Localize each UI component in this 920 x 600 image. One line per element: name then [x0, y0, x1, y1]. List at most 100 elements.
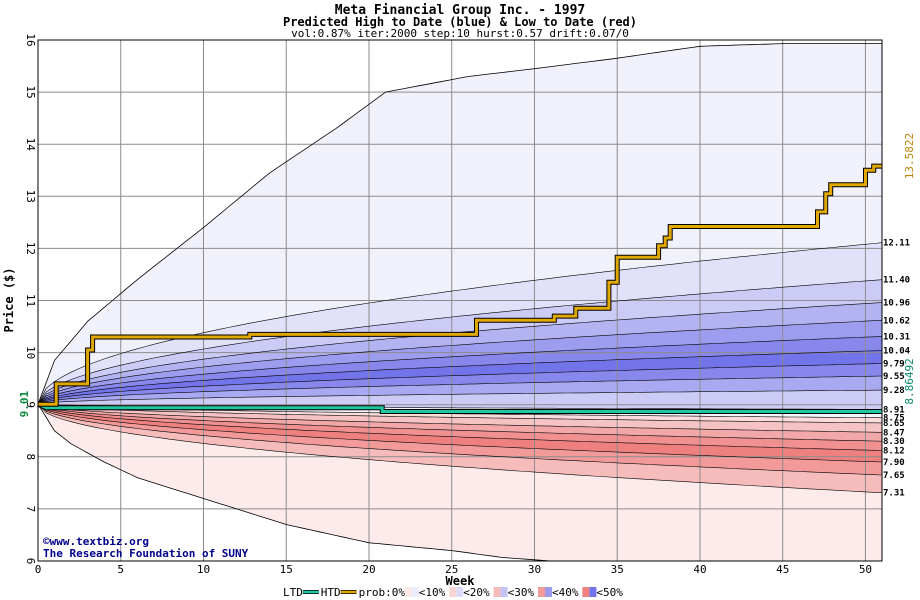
band-fill-low: [38, 404, 882, 451]
band-boundary-line: [37, 403, 883, 442]
legend-label: HTD: [321, 586, 341, 599]
band-fill-high: [38, 363, 882, 405]
band-boundary-line: [37, 403, 883, 493]
band-fill-high: [38, 279, 882, 405]
legend-swatch-low: [404, 587, 412, 597]
axes: 6 7 8 9 10 11 12 13 14 15 16 0 5 10 15 20 25 30 35 40 45 50 9.…: [18, 33, 883, 576]
x-tick-label: 10: [197, 563, 210, 576]
band-fill-high: [38, 302, 882, 405]
credit-website: ©www.textbiz.org: [43, 535, 149, 548]
ltd-end-label: 8.86492: [903, 358, 916, 404]
band-end-label: 7.31: [883, 489, 905, 499]
band-fill-high-outer: [38, 43, 882, 405]
simulation-params: vol:0.87% iter:2000 step:10 hurst:0.57 d…: [291, 27, 629, 40]
y-tick-label: 13: [24, 190, 37, 203]
legend-swatch-low: [493, 587, 501, 597]
band-end-label: 10.04: [883, 347, 911, 357]
legend-swatch-high: [589, 587, 597, 597]
x-tick-label: 15: [280, 563, 293, 576]
band-boundary-line: [37, 363, 883, 405]
htd-line: [38, 164, 882, 406]
band-curves: [37, 43, 883, 562]
probability-bands: [38, 43, 882, 561]
band-end-label: 9.79: [883, 360, 905, 370]
upper-envelope-line: [37, 43, 882, 405]
y-tick-label: 8: [24, 453, 37, 460]
band-end-label: 8.91: [883, 405, 905, 415]
y-tick-label: 14: [24, 138, 37, 152]
band-boundary-line: [37, 375, 883, 405]
band-boundary-line: [37, 403, 883, 451]
legend-label: prob:0%: [359, 586, 406, 599]
chart-title: Meta Financial Group Inc. - 1997: [335, 3, 585, 18]
band-end-label: 8.65: [883, 419, 905, 429]
x-tick-label: 50: [859, 563, 872, 576]
legend-label: <50%: [596, 586, 623, 599]
band-end-label: 10.62: [883, 316, 910, 326]
legend-swatch-high: [411, 587, 419, 597]
y-tick-label: 9: [24, 401, 37, 408]
band-end-label: 9.55: [883, 372, 905, 382]
band-fill-high: [38, 376, 882, 405]
band-fill-low: [38, 404, 882, 423]
legend-swatch-low: [538, 587, 545, 597]
band-boundary-line: [37, 279, 883, 405]
band-end-label: 11.40: [883, 276, 910, 286]
band-fill-low: [38, 404, 882, 493]
band-end-label: 7.90: [883, 458, 905, 468]
legend: LTD HTD prob:0% <10% <20% <30% <40% <50%: [283, 586, 623, 599]
y-tick-label: 7: [24, 506, 37, 513]
x-tick-label: 30: [528, 563, 541, 576]
band-end-label: 8.30: [883, 437, 905, 447]
legend-label: <30%: [508, 586, 535, 599]
band-fill-low: [38, 404, 882, 462]
band-boundary-line: [37, 403, 883, 476]
band-boundary-line: [37, 336, 883, 405]
y-tick-label: 15: [24, 85, 37, 98]
x-tick-label: 45: [776, 563, 789, 576]
y-tick-label: 12: [24, 242, 37, 255]
band-boundary-line: [37, 389, 883, 405]
htd-end-label: 13.5822: [903, 133, 916, 179]
legend-swatch-high: [456, 587, 464, 597]
x-tick-label: 5: [117, 563, 124, 576]
legend-swatch-low: [449, 587, 457, 597]
band-end-labels: 12.11 11.40 10.96 10.62 10.31 10.04 9.79 9.55 9.…: [883, 133, 916, 499]
band-fill-low: [38, 404, 882, 442]
band-end-label: 9.28: [883, 386, 905, 396]
band-boundary-line: [37, 403, 883, 463]
legend-swatch-low: [582, 587, 590, 597]
y-tick-label: 10: [24, 346, 37, 359]
legend-label: <20%: [463, 586, 490, 599]
band-end-label: 10.96: [883, 299, 910, 309]
band-fill-low-outer: [38, 404, 882, 561]
legend-label: <40%: [552, 586, 579, 599]
x-axis-label: Week: [446, 574, 476, 588]
legend-swatch-high: [500, 587, 508, 597]
x-tick-label: 25: [445, 563, 458, 576]
chart-subtitle: Predicted High to Date (blue) & Low to D…: [283, 15, 637, 29]
band-fill-low: [38, 404, 882, 433]
band-boundary-line: [37, 403, 883, 424]
series-lines: [37, 163, 882, 414]
x-tick-label: 40: [693, 563, 706, 576]
x-tick-label: 20: [362, 563, 375, 576]
band-fill-high: [38, 320, 882, 405]
band-end-label: 8.12: [883, 447, 905, 457]
legend-label: <10%: [419, 586, 446, 599]
band-end-label: 8.75: [883, 414, 905, 424]
x-tick-label: 35: [611, 563, 624, 576]
start-price-label: 9.01: [18, 391, 31, 418]
credit-foundation: The Research Foundation of SUNY: [43, 547, 249, 560]
band-boundary-line: [37, 320, 883, 405]
y-tick-label: 16: [24, 33, 37, 46]
band-fill-high: [38, 242, 882, 405]
legend-label: LTD: [283, 586, 303, 599]
band-end-label: 8.47: [883, 428, 905, 438]
legend-swatch-high: [545, 587, 552, 597]
band-fill-high: [38, 336, 882, 405]
x-tick-label: 0: [35, 563, 42, 576]
band-end-label: 7.65: [883, 471, 905, 481]
band-boundary-line: [37, 403, 883, 433]
